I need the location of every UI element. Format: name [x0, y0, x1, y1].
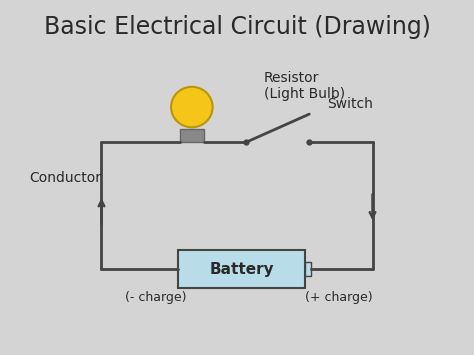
Bar — [178, 250, 305, 289]
Bar — [305, 262, 310, 276]
Text: Resistor
(Light Bulb): Resistor (Light Bulb) — [264, 71, 345, 101]
Text: Switch: Switch — [328, 97, 373, 110]
Text: Battery: Battery — [209, 262, 274, 277]
Bar — [180, 129, 203, 142]
Text: (+ charge): (+ charge) — [305, 291, 373, 304]
Text: Conductor: Conductor — [29, 170, 101, 185]
Text: Basic Electrical Circuit (Drawing): Basic Electrical Circuit (Drawing) — [44, 16, 430, 39]
Text: (- charge): (- charge) — [125, 291, 186, 304]
Ellipse shape — [171, 87, 213, 127]
